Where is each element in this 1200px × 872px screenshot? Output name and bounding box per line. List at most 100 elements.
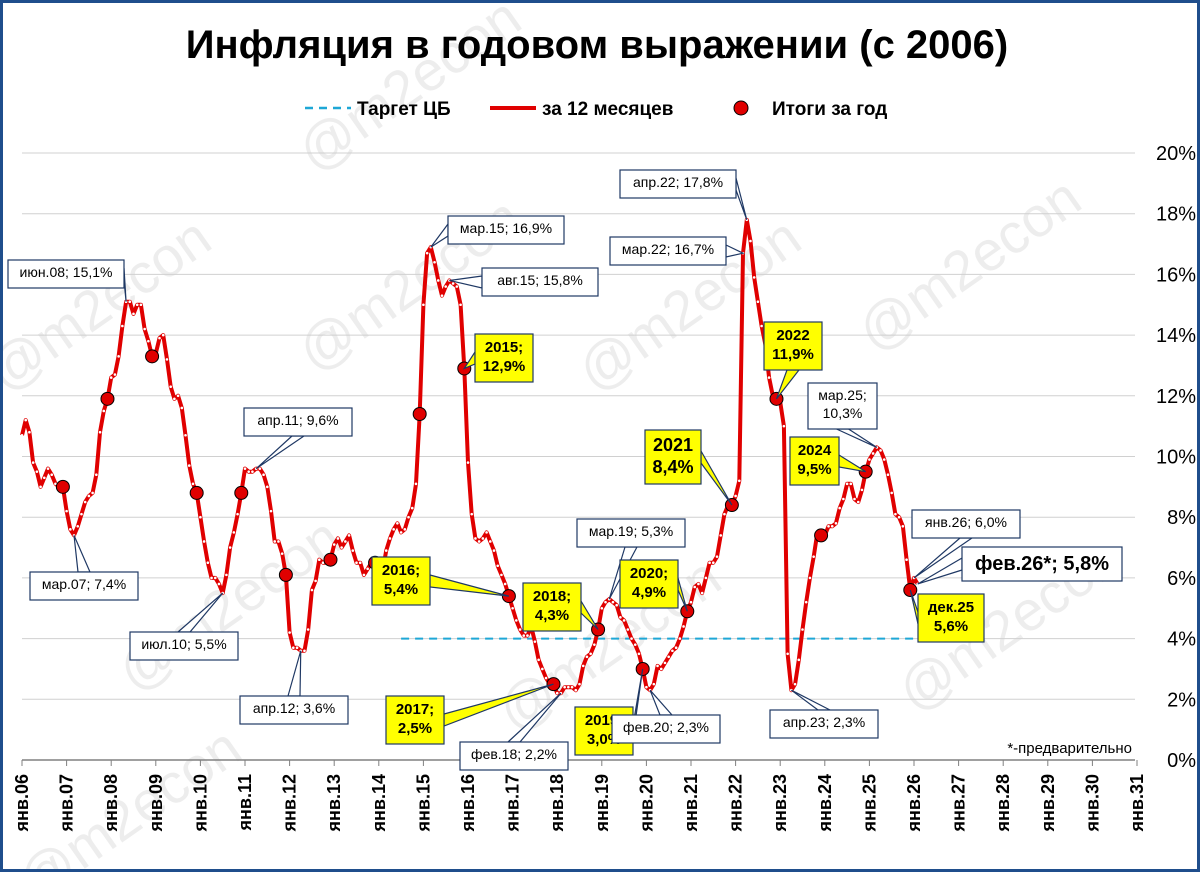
series-marker	[827, 525, 830, 528]
series-marker	[161, 333, 165, 337]
y-tick-label: 10%	[1156, 447, 1196, 469]
y-tick-label: 4%	[1167, 629, 1196, 651]
series-marker	[886, 473, 890, 477]
series-marker	[444, 285, 448, 288]
callout-mar15: мар.15; 16,9%	[430, 215, 565, 248]
series-marker	[139, 303, 143, 307]
series-marker	[474, 537, 477, 540]
series-marker	[314, 579, 317, 583]
series-marker	[213, 576, 217, 580]
callout-box	[644, 429, 702, 485]
series-marker	[581, 664, 585, 668]
series-marker	[830, 525, 834, 528]
series-marker	[518, 628, 522, 631]
y-axis-ticks: 0% 2% 4% 6% 8% 10% 12% 14% 16% 18% 20%	[1156, 143, 1196, 772]
year-dot	[234, 485, 249, 500]
series-marker	[541, 667, 544, 671]
callout-text: фев.18; 2,2%	[471, 746, 557, 762]
chart-frame: @m2econ @m2econ @m2econ @m2econ @m2econ @m2ec…	[3, 3, 1197, 869]
series-marker	[719, 534, 723, 537]
legend-swatch-dot	[733, 100, 749, 116]
series-marker	[184, 433, 187, 437]
series-marker	[600, 606, 604, 610]
series-marker	[894, 512, 897, 516]
callout-pointer	[649, 689, 674, 716]
callout-pointer	[700, 448, 733, 506]
series-marker	[98, 430, 102, 434]
legend-label: Таргет ЦБ	[357, 99, 451, 120]
y-tick-label: 20%	[1156, 143, 1196, 165]
callout-text: июн.08; 15,1%	[20, 264, 113, 280]
watermark-text: @m2econ	[566, 205, 812, 403]
legend-label: за 12 месяцев	[542, 99, 673, 120]
series-marker	[355, 561, 358, 565]
series-marker	[749, 239, 752, 243]
callout-box	[609, 236, 727, 266]
callout-text: фев.20; 2,3%	[623, 719, 709, 735]
series-marker	[295, 646, 299, 650]
series-marker	[173, 397, 176, 401]
callout-box	[459, 741, 569, 771]
x-tick-label: янв.16	[458, 774, 478, 832]
callout-text: 2016;	[382, 562, 420, 579]
series-marker	[533, 640, 537, 643]
callout-text: 11,9%	[772, 346, 814, 363]
series-marker	[503, 582, 507, 586]
series-marker	[860, 488, 864, 492]
callout-text: 2017;	[396, 701, 434, 718]
series-marker	[630, 637, 633, 640]
callout-text: мар.15; 16,9%	[460, 220, 552, 236]
series-marker	[236, 512, 239, 516]
series-marker	[879, 449, 882, 452]
callouts: июн.08; 15,1% мар.07; 7,4% июл.10; 5,5% апр…	[7, 169, 1123, 771]
x-tick-label: янв.26	[904, 774, 924, 832]
series-marker	[693, 585, 697, 589]
series-marker	[251, 470, 254, 473]
callout-feb26: фев.26*; 5,8%	[917, 546, 1123, 585]
series-marker	[901, 525, 905, 528]
series-marker	[262, 473, 265, 477]
series-marker	[269, 509, 273, 513]
series-marker	[128, 300, 132, 304]
series-marker	[604, 600, 607, 604]
year-dot	[323, 552, 338, 567]
series-marker	[366, 567, 369, 571]
series-marker	[266, 485, 269, 489]
callout-feb18: фев.18; 2,2%	[459, 692, 569, 771]
callout-text: апр.11; 9,6%	[257, 412, 338, 428]
series-marker	[808, 576, 812, 580]
inflation-chart: @m2econ @m2econ @m2econ @m2econ@m2econ @m2ec…	[3, 3, 1196, 869]
series-marker	[868, 458, 871, 461]
series-marker	[65, 509, 68, 513]
series-line-12m	[20, 217, 920, 696]
series-marker	[804, 600, 808, 604]
series-marker	[336, 537, 340, 540]
callout-text: апр.22; 17,8%	[633, 174, 723, 190]
series-marker	[332, 543, 336, 546]
series-marker	[708, 561, 711, 565]
callout-box	[29, 571, 139, 601]
series-marker	[210, 576, 213, 580]
series-marker	[228, 546, 232, 549]
callout-box	[447, 215, 565, 245]
x-tick-label: янв.18	[547, 774, 567, 832]
series-marker	[24, 418, 28, 422]
series-marker	[303, 649, 306, 653]
series-marker	[388, 537, 392, 540]
series-marker	[470, 512, 474, 516]
series-marker	[102, 409, 106, 413]
series-marker	[83, 500, 87, 504]
callout-box	[619, 559, 679, 609]
series-marker	[392, 528, 395, 531]
callout-box	[385, 695, 445, 745]
series-marker	[611, 600, 615, 604]
series-marker	[80, 512, 83, 516]
series-marker	[35, 470, 39, 473]
series-marker	[882, 458, 886, 461]
callout-text: янв.26; 6,0%	[925, 514, 1007, 530]
x-tick-label: янв.07	[57, 774, 77, 832]
callout-text: 10,3%	[823, 405, 863, 421]
series-marker	[663, 661, 667, 665]
x-tick-label: янв.08	[101, 774, 121, 832]
